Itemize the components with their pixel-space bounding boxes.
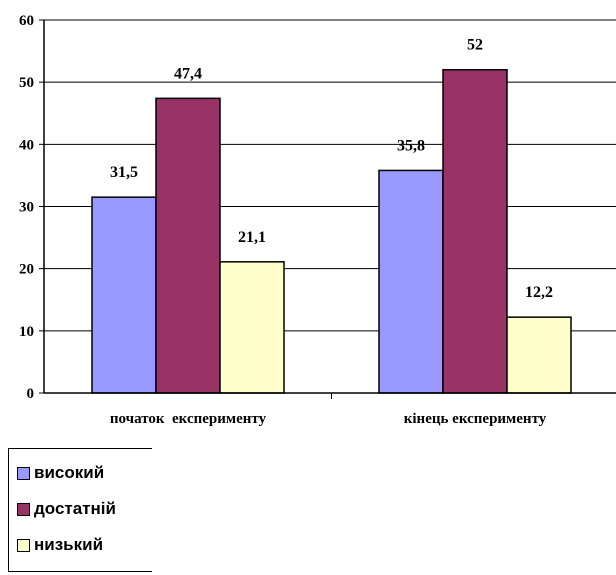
data-label: 31,5 [110,164,138,181]
x-tick-label: початок експерименту [110,411,267,427]
legend-item-high: високий [9,455,152,491]
bar [506,316,572,394]
bar [155,97,221,394]
legend: високий достатній низький [8,448,152,572]
bar [219,261,285,394]
y-tick-label: 60 [19,13,34,29]
y-tick-label: 20 [19,262,34,278]
y-tick-label: 50 [19,75,34,91]
data-label: 52 [467,37,483,54]
legend-label-sufficient: достатній [34,499,116,518]
data-label: 47,4 [174,65,202,82]
bar [91,196,157,394]
y-tick-label: 40 [19,137,34,153]
y-tick-label: 10 [19,324,34,340]
y-tick-label: 30 [19,200,34,216]
bar-chart: 0 10 20 30 40 50 60 31,5 35,8 47,4 52 21,1 12,2 почат… [19,13,616,427]
axes [39,19,616,399]
legend-label-low: низький [34,535,104,554]
bar [378,169,444,394]
legend-swatch-sufficient [17,502,30,516]
bars [91,68,572,394]
y-tick-label: 0 [27,386,35,402]
legend-item-low: низький [9,527,152,563]
data-label: 35,8 [397,137,425,154]
bar [442,68,508,394]
data-label: 21,1 [238,229,266,246]
legend-swatch-high [17,466,30,480]
data-label: 12,2 [525,284,553,301]
legend-swatch-low [17,538,30,552]
legend-label-high: високий [34,463,105,482]
legend-item-sufficient: достатній [9,491,152,527]
labels: 0 10 20 30 40 50 60 31,5 35,8 47,4 52 21,1 12,2 почат… [19,13,553,427]
x-tick-label: кінець експерименту [404,411,547,427]
